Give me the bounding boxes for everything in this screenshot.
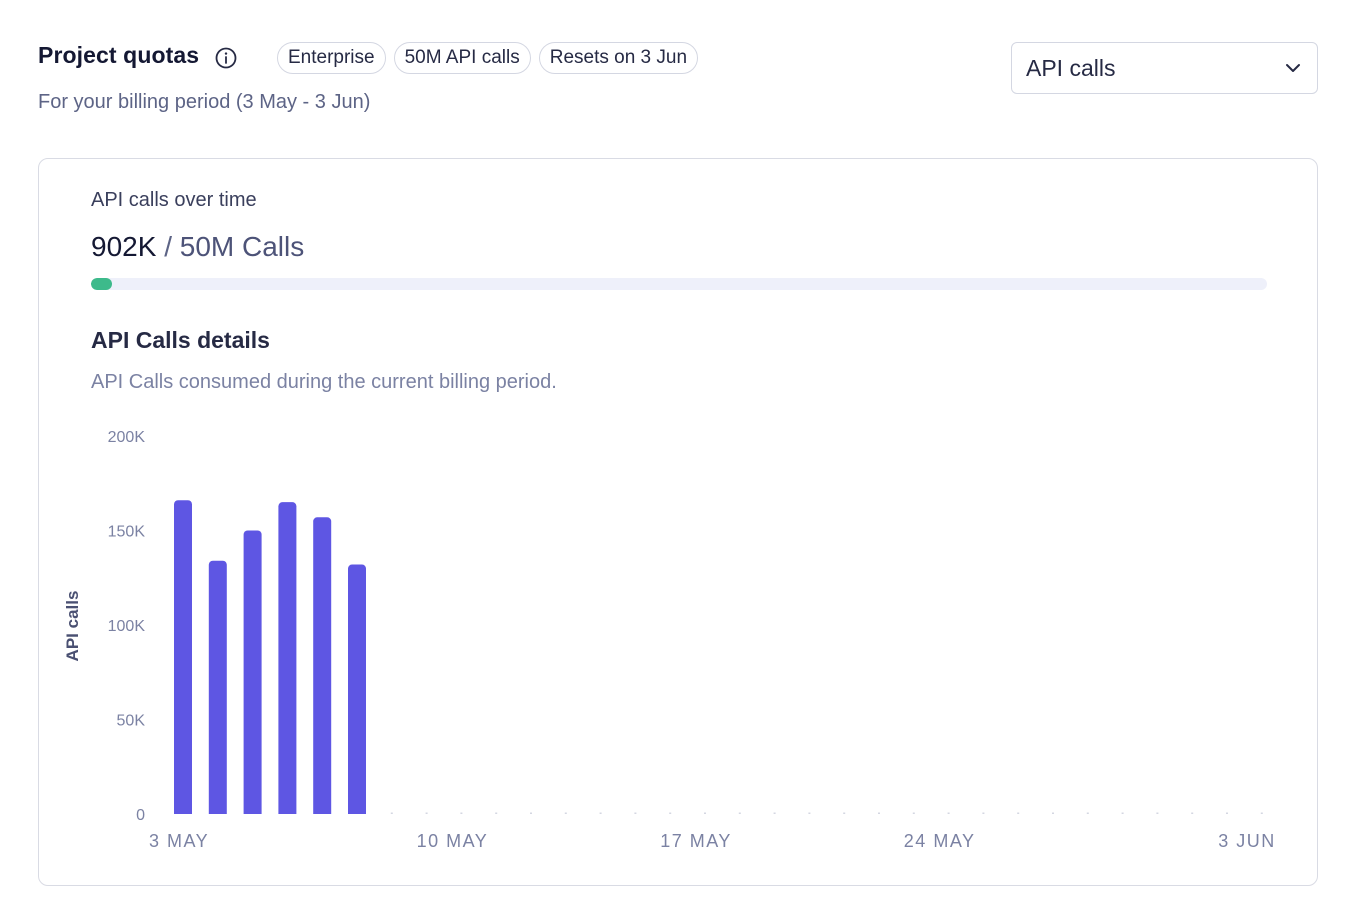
x-tick-label: 3 JUN	[1218, 831, 1276, 851]
x-tick-label: 17 MAY	[660, 831, 732, 851]
bar[interactable]	[313, 517, 332, 818]
empty-bar-marker	[982, 812, 985, 814]
empty-bar-marker	[425, 812, 428, 814]
empty-bar-marker	[773, 812, 776, 814]
bar[interactable]	[278, 502, 297, 818]
x-tick-label: 24 MAY	[904, 831, 976, 851]
empty-bar-marker	[704, 812, 706, 814]
empty-bar-marker	[1086, 812, 1089, 814]
empty-bar-marker	[634, 812, 637, 814]
bar[interactable]	[243, 530, 262, 819]
empty-bar-marker	[843, 812, 846, 814]
plan-badge: Enterprise	[277, 42, 386, 74]
empty-bar-marker	[1260, 812, 1263, 814]
usage-label: API calls over time	[91, 189, 257, 211]
empty-bar-marker	[1052, 812, 1054, 814]
empty-bar-marker	[947, 812, 950, 814]
bar[interactable]	[174, 500, 192, 818]
usage-value: 902K / 50M Calls	[91, 231, 304, 263]
usage-card: API calls over time 902K / 50M Calls API…	[38, 158, 1318, 886]
empty-bar-marker	[460, 812, 463, 814]
metric-select[interactable]: API calls	[1011, 42, 1318, 94]
empty-bar-marker	[808, 812, 811, 814]
empty-bar-marker	[599, 812, 602, 814]
bar[interactable]	[208, 560, 227, 818]
reset-badge: Resets on 3 Jun	[538, 42, 699, 74]
billing-period-subtitle: For your billing period (3 May - 3 Jun)	[38, 91, 371, 113]
details-description: API Calls consumed during the current bi…	[91, 371, 557, 393]
empty-bar-marker	[1017, 812, 1020, 814]
x-tick-label: 3 MAY	[149, 831, 209, 851]
chevron-down-icon	[1286, 64, 1300, 72]
usage-separator: /	[164, 231, 172, 262]
usage-progress-bar	[91, 278, 1267, 290]
usage-progress-fill	[91, 278, 113, 290]
metric-select-value: API calls	[1026, 54, 1116, 81]
plan-badges: Enterprise 50M API calls Resets on 3 Jun	[277, 42, 699, 74]
bar[interactable]	[348, 564, 366, 818]
y-tick-label: 100K	[108, 618, 146, 635]
empty-bar-marker	[390, 812, 393, 814]
empty-bar-marker	[738, 812, 741, 814]
x-tick-label: 10 MAY	[417, 831, 489, 851]
info-icon[interactable]	[215, 47, 237, 69]
empty-bar-marker	[1191, 812, 1194, 814]
y-tick-label: 150K	[108, 524, 146, 541]
empty-bar-marker	[1226, 812, 1228, 814]
usage-limit: 50M Calls	[179, 231, 305, 262]
api-calls-bar-chart: API calls 200K 150K 100K 50K 0 3 MAY 10 MAY 17…	[63, 429, 1276, 851]
empty-bar-marker	[530, 812, 532, 814]
empty-bar-marker	[912, 812, 915, 814]
empty-bar-marker	[564, 812, 567, 814]
empty-bar-marker	[1121, 812, 1124, 814]
empty-bar-marker	[669, 812, 672, 814]
page-title: Project quotas	[38, 42, 200, 68]
empty-bar-marker	[1156, 812, 1159, 814]
y-tick-label: 0	[136, 807, 145, 824]
y-tick-label: 200K	[108, 429, 146, 446]
quota-badge: 50M API calls	[393, 42, 531, 74]
empty-bar-marker	[495, 812, 498, 814]
y-axis-label: API calls	[63, 591, 82, 662]
usage-current: 902K	[91, 231, 157, 262]
chart-baseline	[165, 814, 1261, 820]
details-title: API Calls details	[91, 327, 270, 353]
y-tick-label: 50K	[117, 713, 146, 730]
empty-bar-marker	[878, 812, 880, 814]
